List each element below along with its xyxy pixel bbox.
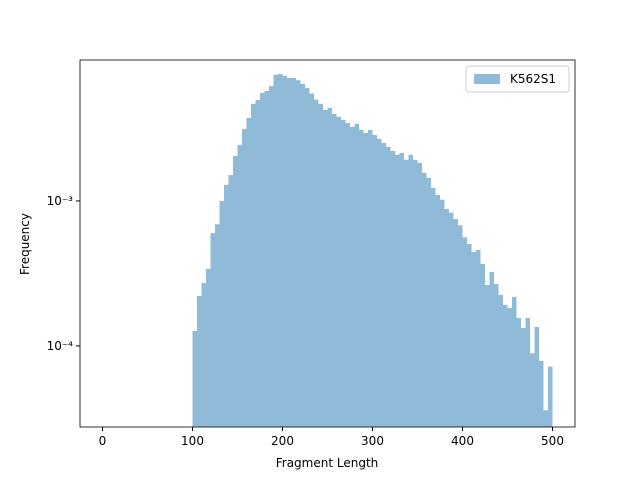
legend-box — [465, 65, 570, 93]
bar — [453, 219, 458, 427]
legend-label: K562S1 — [510, 72, 556, 86]
bar — [521, 327, 526, 427]
bar — [300, 84, 305, 427]
plot-frame — [79, 59, 576, 428]
bar — [192, 330, 197, 427]
bar — [237, 144, 242, 427]
bar — [210, 233, 215, 427]
bar — [345, 122, 350, 427]
bar — [201, 282, 206, 427]
bar — [363, 132, 368, 428]
bar — [291, 77, 296, 427]
bar — [314, 99, 319, 427]
bar — [525, 317, 530, 427]
bar — [399, 152, 404, 427]
bar — [296, 80, 301, 428]
bar — [359, 129, 364, 427]
x-tick-label: 300 — [361, 434, 384, 448]
y-axis-label: Frequency — [18, 213, 32, 275]
bar — [219, 200, 224, 427]
bar — [444, 208, 449, 427]
bar — [336, 116, 341, 428]
bar — [368, 129, 373, 427]
bar — [305, 88, 310, 427]
bar — [494, 284, 499, 427]
bar — [260, 92, 265, 427]
x-tick-label: 500 — [541, 434, 564, 448]
bar — [404, 159, 409, 427]
bar — [458, 225, 463, 427]
bar — [395, 154, 400, 427]
bar — [548, 366, 553, 427]
bar — [215, 224, 220, 427]
bar — [440, 199, 445, 427]
bar — [408, 154, 413, 427]
bar — [417, 162, 422, 428]
bar — [233, 156, 238, 427]
x-axis-label: Fragment Length — [276, 456, 379, 470]
bar — [471, 251, 476, 427]
bar — [413, 159, 418, 427]
bar — [390, 150, 395, 427]
bar — [323, 109, 328, 427]
bar — [255, 99, 260, 428]
bar — [332, 113, 337, 428]
bar — [386, 146, 391, 427]
bar — [449, 212, 454, 427]
bar — [224, 184, 229, 427]
bar — [503, 304, 508, 427]
bar — [318, 103, 323, 427]
bar — [435, 194, 440, 427]
bar — [278, 74, 283, 428]
bar — [462, 237, 467, 427]
bar — [539, 360, 544, 427]
bar — [242, 128, 247, 427]
bar — [341, 119, 346, 428]
bar — [287, 77, 292, 427]
bar — [543, 410, 548, 427]
bar — [480, 263, 485, 427]
bar — [197, 295, 202, 427]
bar — [354, 123, 359, 427]
bar — [530, 353, 535, 427]
y-tick-label: 10⁻³ — [47, 194, 74, 208]
bar — [507, 307, 512, 427]
bar — [489, 271, 494, 427]
bar — [372, 134, 377, 427]
bar — [350, 126, 355, 427]
bar — [228, 174, 233, 427]
bar — [206, 268, 211, 427]
y-tick-label: 10⁻⁴ — [47, 339, 74, 353]
bar — [476, 249, 481, 427]
bar — [381, 142, 386, 427]
bar — [309, 93, 314, 427]
x-tick-label: 200 — [271, 434, 294, 448]
bar — [431, 187, 436, 427]
bar — [422, 172, 427, 427]
bar — [264, 90, 269, 428]
bar — [377, 138, 382, 428]
x-tick-label: 100 — [181, 434, 204, 448]
bar — [534, 327, 539, 427]
bar — [467, 243, 472, 427]
bar — [426, 177, 431, 427]
bar — [485, 285, 490, 427]
bar — [251, 103, 256, 427]
bar — [273, 74, 278, 427]
x-tick-label: 0 — [99, 434, 107, 448]
bar — [512, 296, 517, 427]
bar — [327, 107, 332, 427]
bar — [246, 118, 251, 428]
x-tick-label: 400 — [451, 434, 474, 448]
bar — [282, 75, 287, 428]
bar — [516, 317, 521, 427]
legend-swatch — [474, 74, 500, 84]
bar — [498, 294, 503, 427]
bar — [269, 86, 274, 427]
